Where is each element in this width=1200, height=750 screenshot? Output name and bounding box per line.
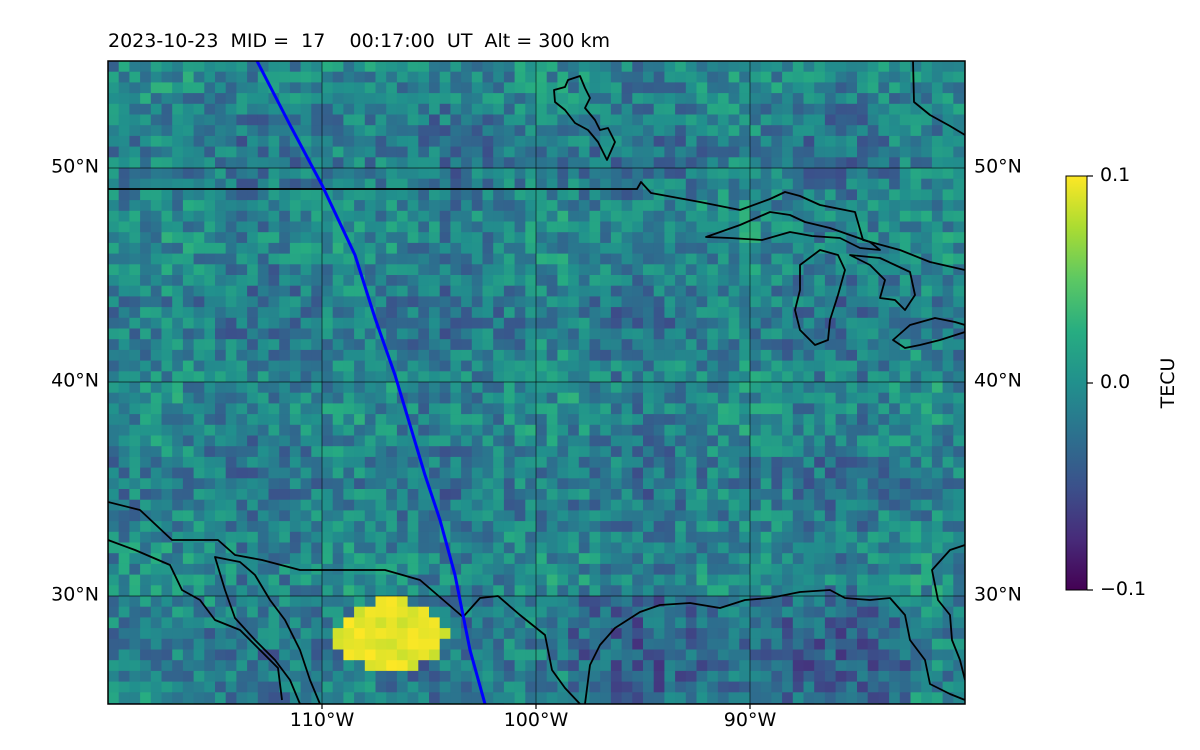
lon-label-90: 90°W — [723, 709, 777, 731]
coast-west — [108, 539, 283, 701]
graticule — [108, 61, 965, 704]
lat-label-right-30: 30°N — [974, 583, 1022, 606]
colorbar — [1065, 175, 1088, 591]
colorbar-label-min: −0.1 — [1100, 578, 1147, 600]
axis-ticks — [321, 704, 751, 709]
satellite-track — [255, 61, 487, 704]
coastlines — [108, 61, 965, 704]
coast-east — [931, 544, 965, 681]
border-us-canada — [108, 181, 965, 271]
border-mexico — [108, 501, 581, 704]
gulf-coast — [584, 589, 965, 704]
map-title: 2023-10-23 MID = 17 00:17:00 UT Alt = 30… — [108, 30, 611, 52]
lake-huron — [849, 254, 916, 311]
lat-label-right-40: 40°N — [974, 369, 1022, 392]
colorbar-label-mid: 0.0 — [1100, 371, 1131, 393]
lon-label-100: 100°W — [503, 709, 569, 731]
lat-label-right-50: 50°N — [974, 155, 1022, 178]
lat-label-left-30: 30°N — [51, 583, 99, 606]
hudson-bay-island — [553, 75, 616, 161]
colorbar-ticks — [1087, 175, 1093, 591]
colorbar-title: TECU — [1157, 357, 1179, 409]
baja-peninsula — [214, 556, 321, 704]
lat-label-left-40: 40°N — [51, 369, 99, 392]
lakes-erie-ontario — [892, 317, 965, 349]
lake-michigan — [794, 249, 846, 346]
lat-label-left-50: 50°N — [51, 155, 99, 178]
lon-label-110: 110°W — [289, 709, 355, 731]
tec-heatmap — [108, 61, 965, 704]
coast-northeast — [912, 61, 965, 136]
lake-superior — [705, 211, 881, 251]
colorbar-label-max: 0.1 — [1100, 164, 1131, 186]
